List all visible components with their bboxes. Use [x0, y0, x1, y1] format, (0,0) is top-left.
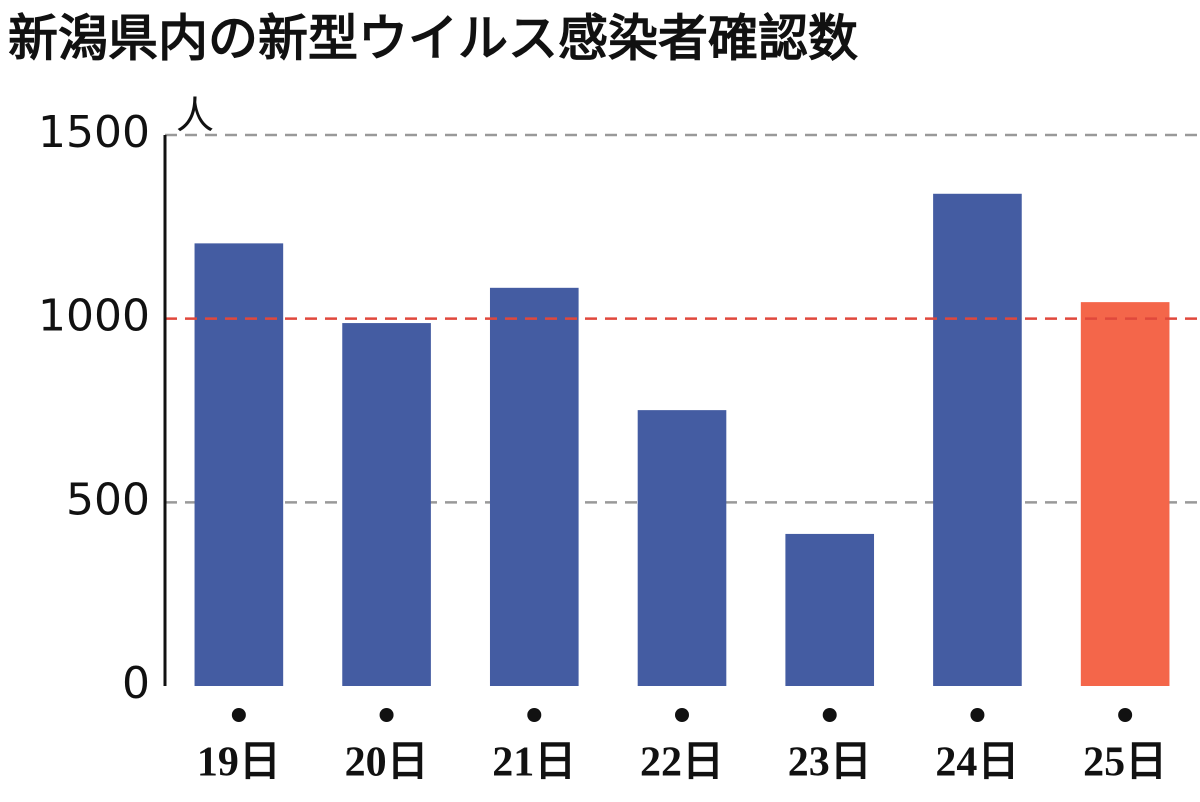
bar [342, 323, 431, 686]
y-tick-label: 0 [122, 658, 150, 709]
date-dot [231, 708, 246, 722]
y-tick-label: 500 [66, 474, 150, 525]
y-tick-label: 1500 [38, 107, 150, 158]
x-tick-label: 24日 [935, 740, 1019, 786]
y-tick-label: 1000 [38, 291, 150, 342]
date-dot [675, 708, 689, 722]
x-tick-label: 21日 [492, 740, 576, 786]
date-dot [1118, 708, 1133, 722]
bar [637, 410, 727, 686]
x-tick-label: 20日 [345, 740, 429, 786]
bar [1080, 302, 1170, 686]
x-tick-label: 19日 [197, 740, 281, 786]
x-tick-label: 25日 [1083, 740, 1167, 786]
date-dot [822, 708, 837, 722]
bar [933, 193, 1022, 687]
x-tick-label: 23日 [788, 740, 872, 786]
y-unit: 人 [176, 94, 214, 138]
chart-title: 新潟県内の新型ウイルス感染者確認数 [8, 10, 858, 68]
bar [194, 243, 284, 686]
x-tick-label: 22日 [640, 740, 724, 786]
date-dot [970, 708, 985, 722]
date-dot [379, 708, 394, 722]
bar [785, 533, 875, 686]
date-dot [527, 708, 542, 722]
bar [489, 287, 579, 686]
